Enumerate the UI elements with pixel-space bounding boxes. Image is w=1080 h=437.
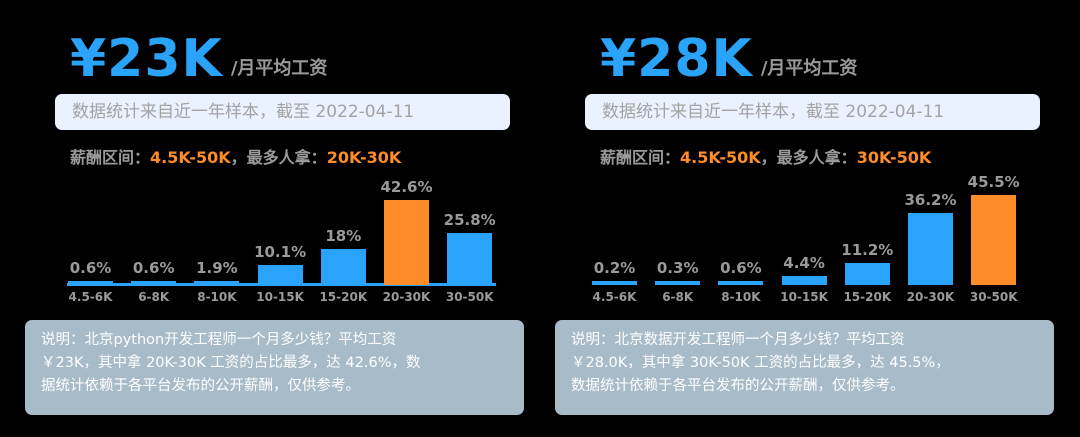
- category-label: 15-20K: [843, 290, 892, 304]
- category-label: 30-50K: [969, 290, 1018, 304]
- salary-bar-chart: 0.6% 4.5-6K 0.6% 6-8K 1.9% 8-10K 10.1% 10-15K 18…: [0, 170, 540, 310]
- bar-20-30K: [908, 213, 953, 285]
- bar-8-10K: [194, 281, 240, 285]
- category-label: 4.5-6K: [68, 290, 113, 304]
- category-label: 6-8K: [138, 290, 170, 304]
- headline: ¥28K /月平均工资: [600, 30, 857, 88]
- category-label: 4.5-6K: [592, 290, 637, 304]
- category-label: 8-10K: [197, 290, 237, 304]
- salary-range-line: 薪酬区间：4.5K-50K，最多人拿：30K-50K: [600, 144, 931, 168]
- avg-salary: ¥28K: [600, 29, 753, 89]
- note-line: 说明：北京数据开发工程师一个月多少钱？平均工资: [571, 332, 905, 348]
- avg-salary-unit: /月平均工资: [230, 58, 328, 79]
- bar-10-15K: [781, 276, 827, 285]
- bar-value-label: 11.2%: [841, 240, 894, 259]
- bar-6-8K: [655, 281, 701, 285]
- bar-value-label: 45.5%: [967, 172, 1020, 191]
- note-line: ￥23K，其中拿 20K-30K 工资的占比最多，达 42.6%，数: [41, 355, 421, 371]
- bar-value-label: 25.8%: [443, 211, 496, 230]
- bar-30-50K: [447, 233, 493, 285]
- most-label: ，最多人拿：: [760, 148, 857, 167]
- bar-value-label: 0.2%: [593, 259, 636, 277]
- note-line: ￥28.0K，其中拿 30K-50K 工资的占比最多，达 45.5%，: [571, 355, 950, 371]
- range-value: 4.5K-50K: [680, 148, 761, 167]
- bar-value-label: 1.9%: [196, 259, 238, 277]
- bar-10-15K: [257, 264, 303, 285]
- bar-value-label: 36.2%: [904, 191, 957, 210]
- data-source-info: 数据统计来自近一年样本，截至 2022-04-11: [585, 94, 1040, 130]
- note-line: 说明：北京python开发工程师一个月多少钱？平均工资: [41, 332, 397, 348]
- range-label: 薪酬区间：: [600, 148, 681, 167]
- range-label: 薪酬区间：: [70, 148, 151, 167]
- bar-value-label: 18%: [325, 227, 362, 245]
- description-note: 说明：北京python开发工程师一个月多少钱？平均工资 ￥23K，其中拿 20K…: [25, 320, 524, 415]
- category-label: 20-30K: [906, 290, 955, 304]
- bar-4.5-6K: [68, 281, 113, 285]
- salary-panel-python: ¥23K /月平均工资 数据统计来自近一年样本，截至 2022-04-11 薪酬…: [0, 30, 540, 415]
- category-label: 15-20K: [319, 290, 368, 304]
- avg-salary: ¥23K: [70, 29, 223, 89]
- most-value: 20K-30K: [326, 148, 402, 167]
- bar-15-20K: [844, 262, 890, 285]
- bar-value-label: 10.1%: [254, 242, 307, 261]
- most-label: ，最多人拿：: [230, 148, 327, 167]
- most-value: 30K-50K: [856, 148, 932, 167]
- category-label: 10-15K: [256, 290, 304, 304]
- bar-8-10K: [718, 281, 764, 285]
- avg-salary-unit: /月平均工资: [760, 58, 858, 79]
- bar-15-20K: [320, 249, 366, 285]
- salary-panel-data-dev: ¥28K /月平均工资 数据统计来自近一年样本，截至 2022-04-11 薪酬…: [530, 0, 1070, 437]
- category-label: 20-30K: [382, 290, 431, 304]
- note-line: 据统计依赖于各平台发布的公开薪酬，仅供参考。: [41, 378, 360, 394]
- category-label: 10-15K: [780, 290, 828, 304]
- bar-4.5-6K: [592, 281, 637, 285]
- bar-value-label: 0.6%: [69, 259, 112, 277]
- salary-bar-chart: 0.2% 4.5-6K 0.3% 6-8K 0.6% 8-10K 4.4% 10-15K 11.…: [530, 170, 1070, 310]
- note-line: 数据统计依赖于各平台发布的公开薪酬，仅供参考。: [571, 378, 905, 394]
- bar-20-30K: [384, 199, 429, 285]
- bar-value-label: 0.3%: [656, 259, 699, 277]
- bar-6-8K: [131, 281, 177, 285]
- category-label: 6-8K: [662, 290, 694, 304]
- bar-30-50K: [971, 194, 1017, 285]
- bar-value-label: 0.6%: [720, 259, 762, 277]
- salary-range-line: 薪酬区间：4.5K-50K，最多人拿：20K-30K: [70, 144, 401, 168]
- headline: ¥23K /月平均工资: [70, 30, 327, 88]
- range-value: 4.5K-50K: [150, 148, 231, 167]
- bar-value-label: 42.6%: [380, 177, 433, 196]
- bar-value-label: 0.6%: [132, 259, 175, 277]
- bar-value-label: 4.4%: [783, 254, 825, 273]
- category-label: 30-50K: [445, 290, 494, 304]
- description-note: 说明：北京数据开发工程师一个月多少钱？平均工资 ￥28.0K，其中拿 30K-5…: [555, 320, 1054, 415]
- category-label: 8-10K: [721, 290, 761, 304]
- data-source-info: 数据统计来自近一年样本，截至 2022-04-11: [55, 94, 510, 130]
